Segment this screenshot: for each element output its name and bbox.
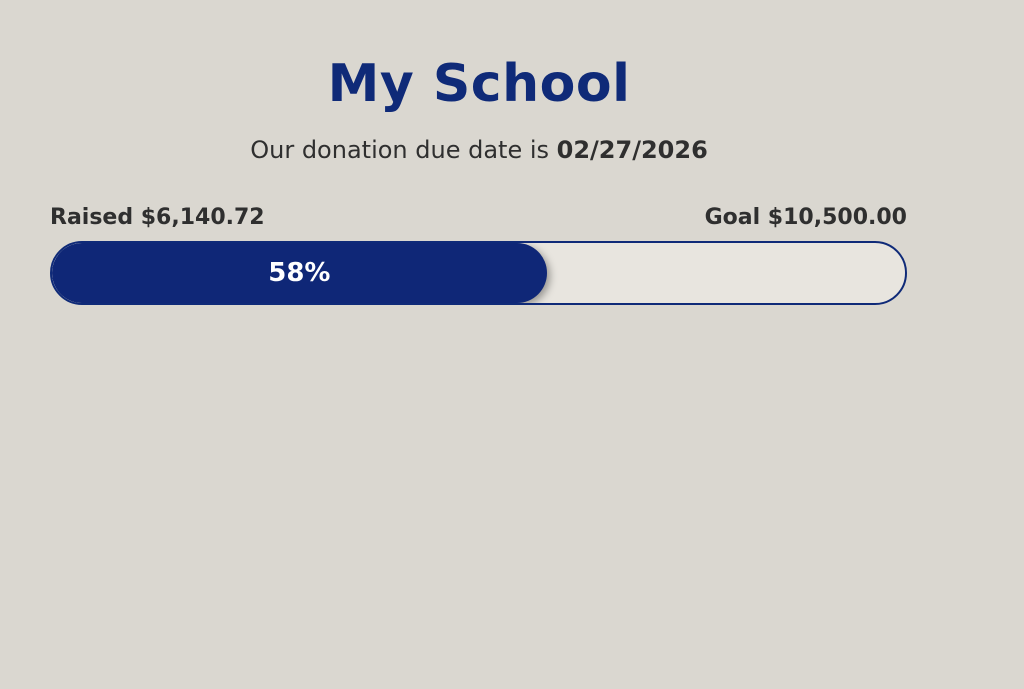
page-title: My School [327, 54, 631, 114]
due-date-prefix: Our donation due date is [250, 136, 557, 164]
progress-bar-fill: 58% [52, 243, 547, 303]
progress-bar-track: 58% [50, 241, 907, 305]
raised-amount: Raised $6,140.72 [50, 205, 265, 230]
progress-percent: 58% [268, 258, 331, 288]
due-date-text: Our donation due date is 02/27/2026 [0, 136, 958, 164]
goal-amount: Goal $10,500.00 [704, 205, 907, 230]
due-date-value: 02/27/2026 [556, 136, 708, 164]
